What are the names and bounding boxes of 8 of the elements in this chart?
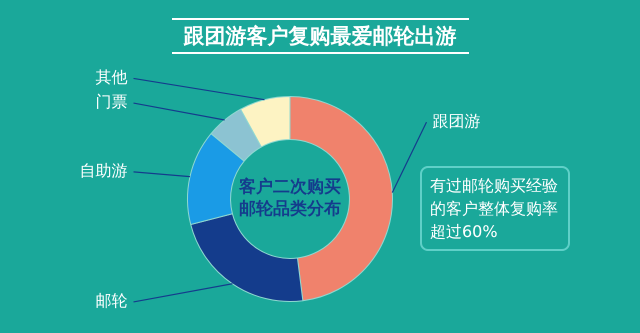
- chart-title: 跟团游客户复购最爱邮轮出游: [172, 18, 468, 54]
- slice-label: 自助游: [80, 160, 128, 180]
- slice-label: 跟团游: [432, 111, 480, 130]
- text: 有过邮轮购买经验的客户整体复购率超过60%: [430, 175, 559, 243]
- slice-label: 门票: [96, 92, 128, 112]
- slice-label: 其他: [96, 68, 128, 87]
- slice-label: 邮轮: [96, 291, 128, 310]
- text: 客户二次购买邮轮品类分布: [238, 176, 342, 220]
